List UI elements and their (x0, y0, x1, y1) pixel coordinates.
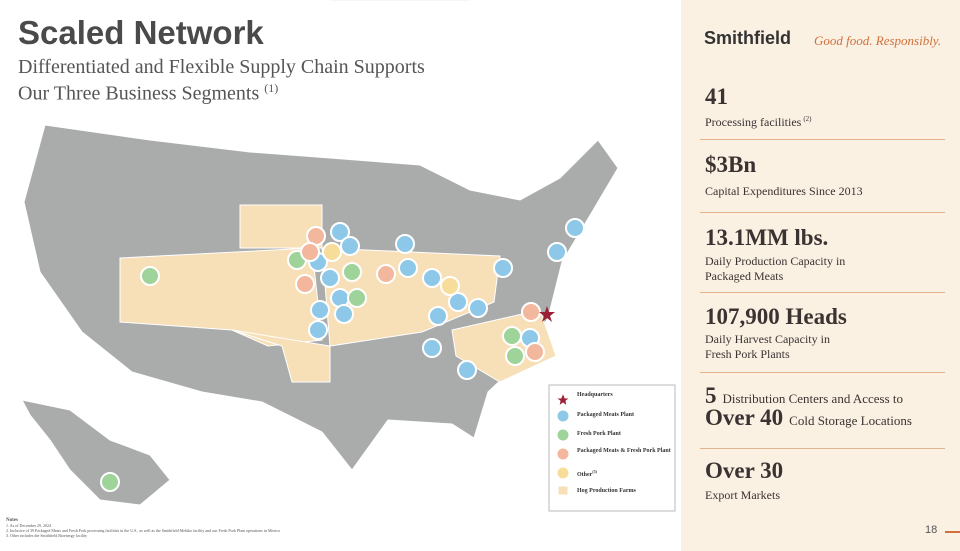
note: 3. Other includes the Smithfield Bioener… (6, 533, 88, 538)
facility-icons (100, 218, 585, 492)
separator (700, 212, 945, 213)
notes: Notes 1. As of December 29, 2024 2. Inclus… (6, 518, 280, 538)
legend-icons (554, 391, 572, 496)
stat-label: Processing facilities (2) (705, 112, 811, 130)
accent (945, 531, 960, 533)
page-number: 18 (925, 524, 938, 536)
separator (700, 448, 945, 449)
hq-star (539, 306, 555, 322)
legend-label: Hog Production Farms (577, 488, 636, 494)
stat-value: $3Bn (705, 152, 757, 177)
side-panel (681, 0, 960, 551)
stat-label-text: Capital Expenditures Since 2013 (705, 184, 863, 198)
legend-label: Headquarters (577, 392, 613, 398)
stat-value: 13.1MM lbs. (705, 225, 829, 250)
stat-label-line: Daily Harvest Capacity in (705, 332, 830, 346)
stat-value: 5 (705, 383, 717, 408)
legend-label: Packaged Meats Plant (577, 412, 634, 418)
legend-item: Packaged Meats Plant (577, 412, 673, 418)
stat-row: Over 40 Cold Storage Locations (705, 406, 912, 429)
note-ref: (1) (264, 81, 279, 95)
note: 1. As of December 29, 2024 (6, 523, 51, 528)
stat-label-text: Export Markets (705, 488, 780, 502)
stat-row: 5 Distribution Centers and Access to (705, 384, 904, 407)
subtitle: Our Three Business Segments (1) (18, 81, 278, 106)
legend-item: Packaged Meats & Fresh Pork Plant (577, 448, 673, 454)
stat-label-line: Fresh Pork Plants (705, 347, 790, 361)
notes-heading: Notes (6, 518, 18, 523)
stat-value: 41 (705, 84, 728, 109)
legend-item: Hog Production Farms (577, 488, 673, 494)
map (21, 0, 676, 512)
note-ref: (3) (592, 469, 597, 474)
legend-item: Fresh Pork Plant (577, 431, 673, 437)
separator (700, 139, 945, 140)
note: 2. Inclusive of 39 Packaged Meats and Fr… (6, 528, 281, 533)
stat-value: Over 30 (705, 458, 784, 483)
stat-label: Daily Harvest Capacity in Fresh Pork Plan… (705, 332, 830, 362)
legend-item: Headquarters (577, 392, 673, 398)
legend-label: Fresh Pork Plant (577, 431, 621, 437)
legend-label: Packaged Meats & Fresh Pork Plant (577, 448, 671, 454)
title: Scaled Network (18, 14, 264, 51)
separator (700, 292, 945, 293)
subtitle-text: Our Three Business Segments (18, 82, 260, 105)
stat-label-text: Processing facilities (705, 115, 802, 129)
stat-value: Over 40 (705, 405, 784, 430)
separator (700, 372, 945, 373)
legend-label: Other (577, 472, 593, 478)
stat-label: Daily Production Capacity in Packaged Mea… (705, 254, 845, 284)
brand: Smithfield (704, 28, 792, 48)
stat-label: Capital Expenditures Since 2013 (705, 184, 863, 199)
stat-value: 107,900 Heads (705, 304, 847, 329)
stat-label: Export Markets (705, 488, 780, 503)
subtitle: Differentiated and Flexible Supply Chain… (18, 56, 425, 78)
legend-item: Other(3) (577, 469, 673, 478)
tagline: Good food. Responsibly. (814, 33, 942, 48)
legend-box (548, 384, 676, 512)
stat-label: Cold Storage Locations (789, 413, 912, 428)
hog-regions (119, 204, 557, 383)
stat-label-line: Daily Production Capacity in (705, 254, 846, 268)
stat-label-line: Packaged Meats (705, 269, 784, 283)
note-ref: (2) (803, 115, 812, 123)
mexico-map (21, 399, 171, 506)
stat-label: Distribution Centers and Access to (722, 391, 904, 406)
us-map (23, 124, 619, 471)
